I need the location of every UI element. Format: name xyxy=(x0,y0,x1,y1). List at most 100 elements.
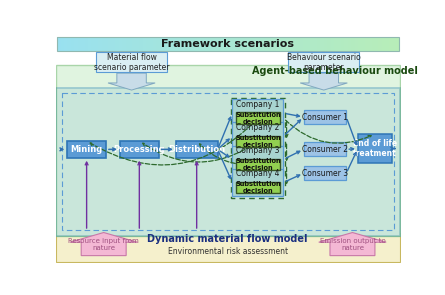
Bar xyxy=(91,37,95,51)
Bar xyxy=(365,37,368,51)
Text: Substitution
decision: Substitution decision xyxy=(235,112,281,125)
Bar xyxy=(221,37,225,51)
Bar xyxy=(184,37,187,51)
Text: Company 3: Company 3 xyxy=(236,146,279,155)
Bar xyxy=(300,37,303,51)
Bar xyxy=(290,37,293,51)
Bar xyxy=(272,37,276,51)
Bar xyxy=(187,37,191,51)
Bar xyxy=(269,37,273,51)
Bar xyxy=(57,65,400,236)
Text: Company 1: Company 1 xyxy=(236,100,279,109)
Bar xyxy=(361,37,365,51)
Text: Framework scenarios: Framework scenarios xyxy=(161,39,294,49)
Bar xyxy=(190,37,194,51)
Bar xyxy=(337,37,341,51)
Bar xyxy=(201,37,205,51)
Bar xyxy=(57,88,400,236)
Bar xyxy=(81,37,85,51)
Bar xyxy=(88,37,92,51)
Bar xyxy=(239,37,242,51)
Bar xyxy=(358,134,392,163)
Bar xyxy=(211,37,215,51)
Bar xyxy=(388,37,392,51)
Bar xyxy=(71,37,75,51)
Text: Processing: Processing xyxy=(113,145,165,154)
Bar xyxy=(303,142,346,156)
Bar xyxy=(276,37,280,51)
Bar xyxy=(153,37,157,51)
Bar xyxy=(225,37,228,51)
Text: Consumer 1: Consumer 1 xyxy=(302,112,348,122)
Bar xyxy=(375,37,379,51)
Bar xyxy=(355,37,358,51)
Bar xyxy=(288,52,360,72)
Bar xyxy=(242,37,246,51)
Bar xyxy=(266,37,270,51)
Bar xyxy=(382,37,386,51)
Bar xyxy=(67,141,106,158)
Bar xyxy=(150,37,153,51)
Bar xyxy=(176,141,218,158)
Bar xyxy=(163,37,167,51)
Bar xyxy=(85,37,88,51)
Bar xyxy=(320,37,324,51)
Bar xyxy=(174,37,177,51)
Text: Mining: Mining xyxy=(70,145,103,154)
Bar xyxy=(136,37,140,51)
Bar xyxy=(327,37,331,51)
Bar xyxy=(228,37,232,51)
Bar xyxy=(334,37,338,51)
Bar xyxy=(314,37,317,51)
Text: Dynamic material flow model: Dynamic material flow model xyxy=(147,235,308,245)
Bar xyxy=(303,37,307,51)
Bar xyxy=(74,37,78,51)
Bar xyxy=(207,37,211,51)
Bar xyxy=(112,37,116,51)
Text: Substitution
decision: Substitution decision xyxy=(235,135,281,148)
Text: Consumer 2: Consumer 2 xyxy=(302,145,348,154)
Bar xyxy=(252,37,256,51)
Bar xyxy=(385,37,389,51)
Bar xyxy=(236,135,279,147)
Bar xyxy=(259,37,263,51)
Bar xyxy=(341,37,345,51)
Bar xyxy=(98,37,102,51)
Bar xyxy=(62,93,394,230)
Bar xyxy=(344,37,348,51)
Bar xyxy=(115,37,119,51)
Text: Material flow
scenario parameter: Material flow scenario parameter xyxy=(94,53,170,72)
Bar xyxy=(331,37,334,51)
Bar xyxy=(177,37,181,51)
Bar xyxy=(218,37,222,51)
Bar xyxy=(351,37,355,51)
Bar xyxy=(160,37,163,51)
Bar xyxy=(156,37,160,51)
Bar xyxy=(57,37,399,51)
Text: Substitution
decision: Substitution decision xyxy=(235,158,281,171)
Bar xyxy=(296,37,300,51)
Bar xyxy=(236,159,279,170)
Bar xyxy=(119,37,122,51)
Bar xyxy=(262,37,266,51)
Bar xyxy=(204,37,208,51)
Text: Company 4: Company 4 xyxy=(236,170,279,178)
Bar xyxy=(105,37,109,51)
Bar xyxy=(231,98,285,198)
Text: Resource input from
nature: Resource input from nature xyxy=(68,238,139,251)
Bar xyxy=(132,37,136,51)
Bar xyxy=(194,37,198,51)
Text: Consumer 3: Consumer 3 xyxy=(302,169,348,178)
Bar xyxy=(139,37,143,51)
Bar xyxy=(180,37,184,51)
Bar xyxy=(279,37,283,51)
Text: Agent-based behaviour model: Agent-based behaviour model xyxy=(252,66,417,76)
Text: Emission output to
nature: Emission output to nature xyxy=(320,238,385,251)
Bar xyxy=(283,37,287,51)
Bar xyxy=(396,37,399,51)
Text: Behaviour scenario
parameter: Behaviour scenario parameter xyxy=(287,53,360,72)
Polygon shape xyxy=(108,73,155,90)
Bar xyxy=(236,182,279,193)
Bar xyxy=(348,37,352,51)
Bar xyxy=(170,37,174,51)
